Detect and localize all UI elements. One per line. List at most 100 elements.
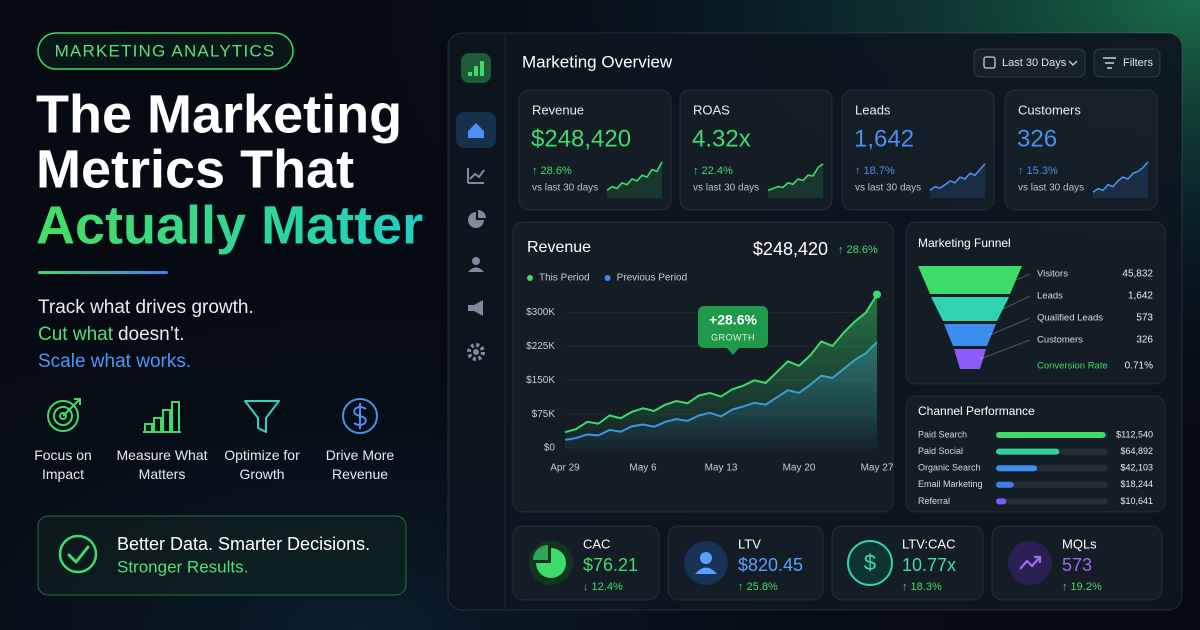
filter-button-label: Filters xyxy=(1123,57,1153,69)
feature-label: Measure What Matters xyxy=(116,447,208,482)
logo xyxy=(480,61,484,76)
check-icon xyxy=(58,534,98,574)
kpi-value: 4.32x xyxy=(692,125,751,152)
metric-value: $820.45 xyxy=(738,555,803,575)
headline: The Marketing xyxy=(36,84,402,144)
kpi-value: 1,642 xyxy=(854,125,914,152)
rule xyxy=(38,271,168,274)
chart-card xyxy=(512,221,894,513)
chevron xyxy=(1068,60,1078,66)
feature-icon xyxy=(244,400,280,433)
filter-button[interactable] xyxy=(1093,48,1161,78)
callout-text: Stronger Results. xyxy=(117,557,248,576)
icon-bg xyxy=(847,540,893,586)
sparkline xyxy=(767,163,824,192)
feature-label: Focus on Impact xyxy=(34,447,92,482)
feature-icon xyxy=(53,406,73,426)
value-label: $112,540 xyxy=(1116,429,1153,439)
feature-icon xyxy=(342,398,378,434)
funnel-value: 573 xyxy=(1136,313,1153,324)
x-tick-label: Apr 29 xyxy=(550,463,580,474)
x-tick-label: May 20 xyxy=(783,463,816,474)
nav-audience[interactable] xyxy=(468,267,484,273)
funnel-value: 1,642 xyxy=(1128,291,1153,302)
kpi-card xyxy=(679,89,833,211)
connector xyxy=(979,339,1031,360)
icon: $ xyxy=(864,550,876,575)
kpi-period: vs last 30 days xyxy=(855,183,921,194)
check-icon xyxy=(67,545,90,564)
annotation-text: +28.6% xyxy=(709,312,757,328)
kpi-card xyxy=(1004,89,1158,211)
chart-card xyxy=(905,395,1166,513)
category-label: Email Marketing xyxy=(918,479,983,489)
chart-headline: $248,420 xyxy=(753,239,828,259)
annotation-subtext: GROWTH xyxy=(711,332,755,342)
icon xyxy=(533,545,548,560)
metric-change: ↑ 18.3% xyxy=(902,581,942,593)
bar xyxy=(996,498,1007,505)
funnel-stage xyxy=(954,349,986,369)
legend-swatch xyxy=(527,275,533,281)
area xyxy=(565,294,877,448)
kpi-label: Leads xyxy=(855,102,891,117)
nav-settings[interactable] xyxy=(467,343,485,361)
icon xyxy=(695,567,717,574)
category-label: Paid Search xyxy=(918,429,967,439)
kpi-change: ↑ 22.4% xyxy=(693,165,733,177)
dashboard-title: Marketing Overview xyxy=(522,52,673,71)
connector xyxy=(989,317,1031,336)
kpi-period: vs last 30 days xyxy=(1018,183,1084,194)
bar-track xyxy=(996,481,1108,488)
nav-settings[interactable] xyxy=(473,349,479,355)
line xyxy=(564,293,878,434)
nav-audience[interactable] xyxy=(472,257,480,265)
metric-card xyxy=(512,525,660,601)
value-label: $10,641 xyxy=(1120,496,1153,506)
bar xyxy=(996,481,1014,488)
date-button-label: Last 30 Days xyxy=(1002,57,1067,69)
conversion-value: 0.71% xyxy=(1125,361,1153,372)
funnel-value: 45,832 xyxy=(1122,269,1153,280)
legend-label: This Period xyxy=(539,273,590,284)
category-label: Paid Social xyxy=(918,446,963,456)
metric-value: 573 xyxy=(1062,555,1092,575)
x-tick-label: May 6 xyxy=(629,463,657,474)
x-tick-label: May 27 xyxy=(861,463,894,474)
kpi-change: ↑ 18.7% xyxy=(855,165,895,177)
nav-analytics[interactable] xyxy=(467,168,485,184)
logo xyxy=(474,66,478,76)
nav-reports[interactable] xyxy=(468,210,486,228)
sparkline xyxy=(929,163,986,192)
bar-track xyxy=(996,498,1108,505)
kpi-change: ↑ 15.3% xyxy=(1018,165,1058,177)
nav-campaigns[interactable] xyxy=(468,300,483,316)
chart-title: Channel Performance xyxy=(918,404,1035,418)
tagline: Cut what xyxy=(38,324,114,345)
connector xyxy=(1002,295,1031,310)
sparkline xyxy=(1092,161,1149,193)
metric-card xyxy=(991,525,1163,601)
metric-value: 10.77x xyxy=(902,555,956,575)
icon xyxy=(1019,555,1042,570)
metric-label: MQLs xyxy=(1062,536,1097,551)
value-label: $64,892 xyxy=(1120,446,1153,456)
conversion-label: Conversion Rate xyxy=(1037,361,1108,372)
funnel-label: Leads xyxy=(1037,291,1063,302)
tagline: Scale what works. xyxy=(38,351,191,372)
tagline: doesn’t. xyxy=(118,324,185,345)
y-tick-label: $300K xyxy=(526,307,555,318)
funnel-label: Customers xyxy=(1037,335,1083,346)
funnel-stage xyxy=(944,324,996,346)
category-label: Referral xyxy=(918,496,950,506)
kpi-value: 326 xyxy=(1017,125,1057,152)
badge-text: MARKETING ANALYTICS xyxy=(55,41,276,60)
date-button[interactable] xyxy=(973,48,1086,78)
tagline: Track what drives growth. xyxy=(38,297,254,318)
bar xyxy=(996,465,1038,472)
nav-home[interactable] xyxy=(468,123,484,138)
kpi-label: Revenue xyxy=(532,102,584,117)
y-tick-label: $0 xyxy=(544,443,556,454)
legend-swatch xyxy=(604,275,611,281)
